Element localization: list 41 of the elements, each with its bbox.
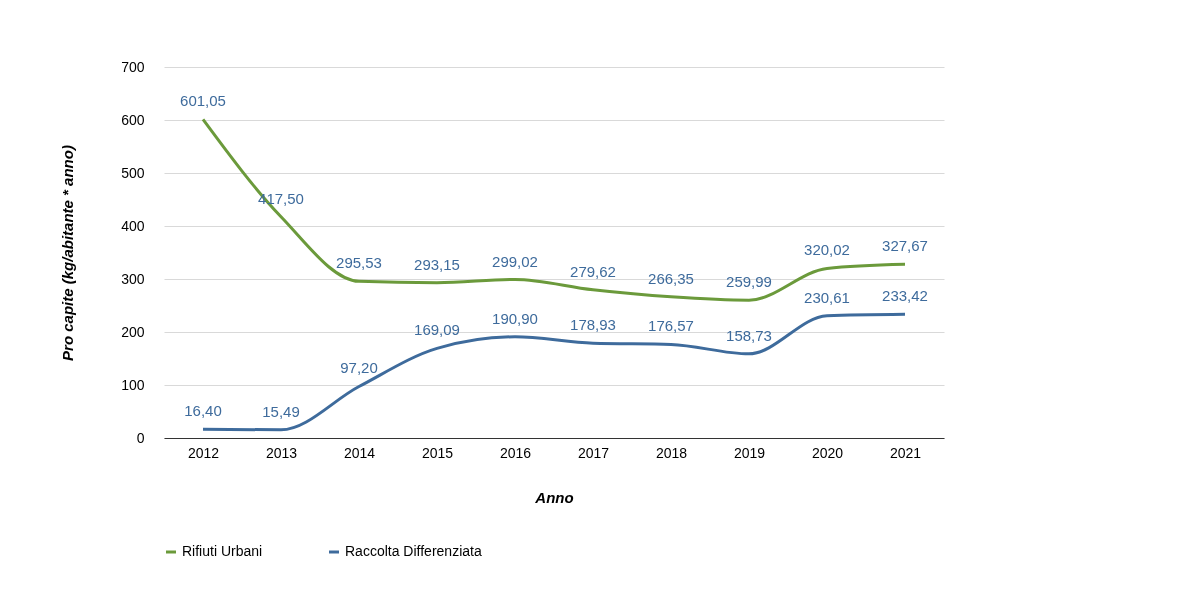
y-tick-label: 500 xyxy=(121,164,145,181)
y-tick-label: 0 xyxy=(136,429,145,446)
y-tick-label: 100 xyxy=(121,376,145,393)
data-label: 266,35 xyxy=(648,269,694,287)
data-label: 15,49 xyxy=(262,402,300,420)
y-tick-label: 400 xyxy=(121,217,145,234)
data-label: 295,53 xyxy=(336,254,382,272)
x-axis-title: Anno xyxy=(534,488,574,506)
x-tick-label: 2020 xyxy=(811,444,844,461)
data-label: 259,99 xyxy=(726,273,772,291)
legend-label: Raccolta Differenziata xyxy=(345,543,482,559)
x-tick-label: 2013 xyxy=(265,444,298,461)
y-axis-title: Pro capite (kg/abitante * anno) xyxy=(59,145,77,361)
data-label: 16,40 xyxy=(184,402,222,420)
data-label: 279,62 xyxy=(570,262,616,280)
y-tick-label: 700 xyxy=(121,58,145,75)
x-tick-label: 2012 xyxy=(187,444,220,461)
x-tick-label: 2016 xyxy=(499,444,532,461)
y-tick-label: 200 xyxy=(121,323,145,340)
y-tick-label: 300 xyxy=(121,270,145,287)
y-tick-label: 600 xyxy=(121,111,145,128)
data-label: 230,61 xyxy=(804,288,850,306)
data-label: 169,09 xyxy=(414,321,460,339)
x-tick-label: 2015 xyxy=(421,444,454,461)
legend-label: Rifiuti Urbani xyxy=(182,543,263,559)
data-label: 320,02 xyxy=(804,241,850,259)
x-tick-label: 2017 xyxy=(577,444,610,461)
data-label: 158,73 xyxy=(726,326,772,344)
data-label: 293,15 xyxy=(414,255,460,273)
data-label: 97,20 xyxy=(340,359,378,377)
data-label: 601,05 xyxy=(180,92,226,110)
x-tick-label: 2018 xyxy=(655,444,688,461)
data-label: 176,57 xyxy=(648,317,694,335)
data-label: 233,42 xyxy=(882,287,928,305)
x-tick-label: 2019 xyxy=(733,444,766,461)
data-label: 190,90 xyxy=(492,309,538,327)
x-tick-label: 2014 xyxy=(343,444,376,461)
data-label: 327,67 xyxy=(882,237,928,255)
x-tick-label: 2021 xyxy=(889,444,922,461)
data-label: 299,02 xyxy=(492,252,538,270)
data-label: 178,93 xyxy=(570,316,616,334)
